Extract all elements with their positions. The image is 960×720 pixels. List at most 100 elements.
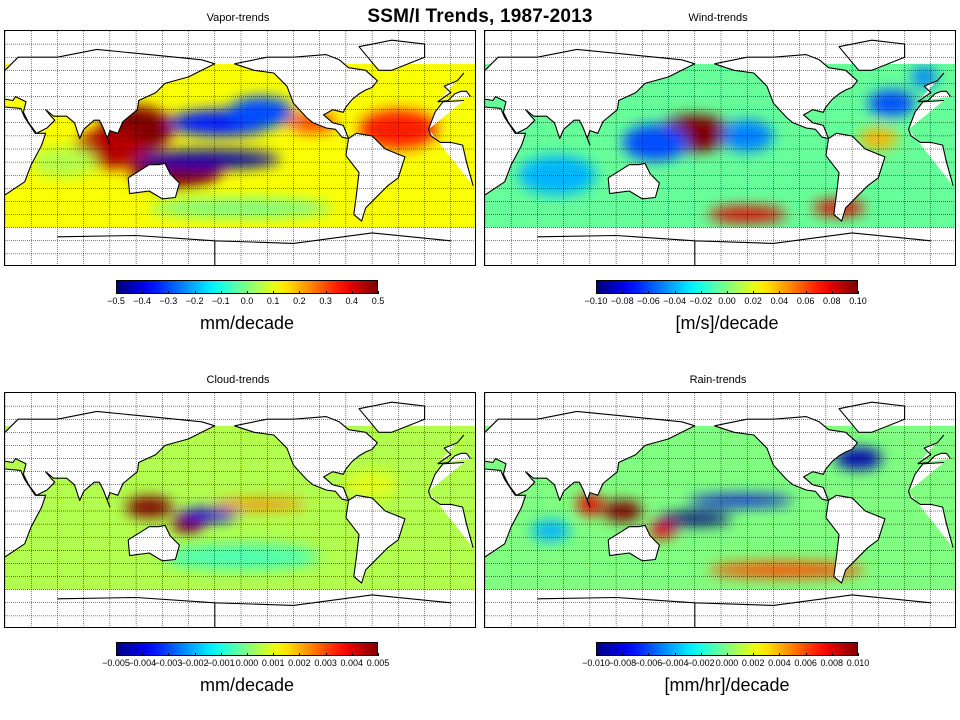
colorbar-tickmark bbox=[622, 653, 624, 656]
colorbar-tickmark bbox=[378, 653, 379, 656]
trend-anomaly bbox=[658, 512, 732, 526]
trend-anomaly bbox=[576, 493, 603, 515]
colorbar-tickmark bbox=[727, 653, 728, 656]
colorbar-tick-label: 0.00 bbox=[718, 296, 736, 306]
colorbar-tick-label: −0.004 bbox=[128, 658, 157, 668]
colorbar-tickmark bbox=[299, 653, 301, 656]
colorbar-tick-label: 0.000 bbox=[715, 658, 739, 668]
cloud-map-svg bbox=[5, 393, 475, 627]
coastline bbox=[537, 232, 931, 265]
colorbar-tick-label: 0.006 bbox=[794, 658, 817, 668]
colorbar-tickmark bbox=[220, 653, 222, 656]
trend-anomaly bbox=[214, 499, 307, 510]
graticule bbox=[485, 31, 955, 265]
colorbar-tick-label: −0.003 bbox=[154, 658, 183, 668]
colorbar-ticks: −0.5 −0.4 −0.3 −0.2 −0.1 0.0 0.1 0.2 0.3 0.4 0.5 bbox=[107, 291, 384, 308]
colorbar-tick-label: −0.5 bbox=[107, 296, 125, 306]
colorbar-tickmark bbox=[700, 291, 702, 294]
colorbar-tickmark bbox=[299, 291, 301, 294]
trend-anomaly bbox=[688, 495, 794, 506]
panel-title: Cloud-trends bbox=[206, 374, 270, 386]
colorbar-tick-label: −0.002 bbox=[686, 658, 715, 668]
cloud-panel: Cloud-trends −0.005 −0.004 −0.003 −0.002 −0.… bbox=[0, 362, 476, 712]
colorbar-tickmark bbox=[351, 291, 353, 294]
colorbar-tickmark bbox=[247, 653, 248, 656]
colorbar-tickmark bbox=[247, 291, 248, 294]
colorbar-tick-label: −0.3 bbox=[159, 296, 178, 306]
wind-map-svg bbox=[485, 31, 955, 265]
panel-title: Rain-trends bbox=[689, 374, 747, 386]
colorbar-tick-label: −0.04 bbox=[663, 296, 686, 306]
colorbar-tick-label: 0.005 bbox=[366, 658, 390, 668]
colorbar-tickmark bbox=[325, 653, 327, 656]
panel-title: Vapor-trends bbox=[206, 12, 270, 24]
colorbar-tickmark bbox=[753, 291, 755, 294]
colorbar-tick-label: 0.3 bbox=[319, 296, 332, 306]
coastline bbox=[607, 524, 660, 562]
colorbar-tick-label: 0.06 bbox=[796, 296, 815, 306]
coastline bbox=[537, 594, 931, 627]
colorbar-tick-label: 0.02 bbox=[744, 296, 762, 306]
colorbar-tick-label: 0.10 bbox=[849, 296, 867, 306]
colorbar-ticks: −0.10 −0.08 −0.06 −0.04 −0.02 0.00 0.02 0.04 0.0… bbox=[585, 291, 867, 308]
colorbar-tick-label: 0.1 bbox=[266, 296, 280, 306]
colorbar-tick-label: 0.04 bbox=[770, 296, 789, 306]
colorbar-tickmark bbox=[831, 291, 833, 294]
unit-label: mm/decade bbox=[199, 313, 295, 333]
unit-label: mm/decade bbox=[199, 675, 295, 695]
colorbar-ticks: −0.010 −0.008 −0.006 −0.004 −0.002 0.000 0.002… bbox=[582, 653, 869, 670]
colorbar-tickmark bbox=[674, 653, 676, 656]
colorbar-tick-label: 0.008 bbox=[820, 658, 844, 668]
graticule bbox=[5, 393, 475, 627]
colorbar-tick-label: −0.10 bbox=[584, 296, 608, 306]
colorbar-tick-label: 0.002 bbox=[741, 658, 765, 668]
colorbar-tickmark bbox=[622, 291, 624, 294]
panel-title: Wind-trends bbox=[688, 12, 748, 24]
colorbar-tick-label: −0.1 bbox=[211, 296, 230, 306]
trend-anomaly bbox=[345, 471, 399, 498]
vapor-map-svg bbox=[5, 31, 475, 265]
coastline bbox=[825, 494, 886, 584]
colorbar-tick-label: 0.000 bbox=[235, 658, 259, 668]
wind-trend-map bbox=[484, 30, 956, 266]
colorbar-tick-label: −0.002 bbox=[180, 658, 209, 668]
colorbar-tick-label: −0.02 bbox=[689, 296, 713, 306]
coastline bbox=[127, 162, 180, 200]
colorbar-tick-label: −0.006 bbox=[634, 658, 663, 668]
graticule bbox=[5, 31, 475, 265]
colorbar-tick-label: 0.004 bbox=[768, 658, 791, 668]
trend-anomaly bbox=[603, 500, 643, 522]
colorbar-tick-label: 0.010 bbox=[846, 658, 870, 668]
colorbar-tickmark bbox=[116, 291, 117, 294]
colorbar-tickmark bbox=[273, 653, 275, 656]
colorbar-tick-label: 0.2 bbox=[293, 296, 306, 306]
colorbar-tickmark bbox=[648, 653, 650, 656]
unit-label: [m/s]/decade bbox=[675, 313, 779, 333]
trend-anomaly bbox=[835, 448, 883, 470]
colorbar-tick-label: −0.008 bbox=[608, 658, 637, 668]
colorbar-tickmark bbox=[142, 291, 144, 294]
coastline bbox=[127, 524, 180, 562]
graticule bbox=[485, 393, 955, 627]
colorbar-tick-label: 0.5 bbox=[371, 296, 385, 306]
colorbar-tick-label: 0.001 bbox=[261, 658, 285, 668]
colorbar-tickmark bbox=[142, 653, 144, 656]
coastline bbox=[57, 594, 451, 627]
colorbar-tickmark bbox=[727, 291, 728, 294]
coastline bbox=[345, 494, 406, 584]
trend-anomaly bbox=[136, 150, 281, 169]
page-title: SSM/I Trends, 1987-2013 bbox=[367, 6, 593, 27]
trend-anomaly bbox=[530, 520, 571, 542]
colorbar-tickmark bbox=[700, 653, 702, 656]
colorbar-tick-label: −0.2 bbox=[185, 296, 204, 306]
colorbar-tickmark bbox=[831, 653, 833, 656]
colorbar-tick-label: −0.005 bbox=[102, 658, 130, 668]
coastline bbox=[57, 232, 451, 265]
cloud-trend-map bbox=[4, 392, 476, 628]
colorbar-tickmark bbox=[674, 291, 676, 294]
colorbar-tickmark bbox=[168, 653, 170, 656]
rain-panel: Rain-trends −0.010 −0.008 −0.006 −0.004 −0.0… bbox=[480, 362, 956, 712]
colorbar-tickmark bbox=[273, 291, 275, 294]
colorbar-tickmark bbox=[351, 653, 353, 656]
colorbar-tick-label: −0.010 bbox=[582, 658, 610, 668]
